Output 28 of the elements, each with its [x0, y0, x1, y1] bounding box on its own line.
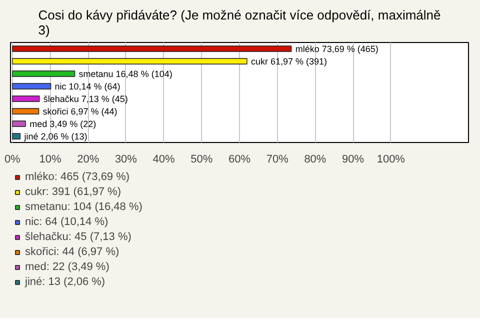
legend-label: jiné: 13 (2,06 %) — [25, 275, 106, 289]
x-tick-label: 40% — [152, 154, 176, 166]
x-tick-label: 50% — [190, 154, 213, 166]
data-label: smetanu 16,48 % (104) — [78, 68, 172, 79]
x-tick-label: 10% — [39, 154, 62, 166]
x-tick-label: 20% — [77, 154, 100, 166]
data-label: šlehačku 7,13 % (45) — [43, 94, 128, 104]
data-label: cukr 61,97 % (391) — [250, 56, 328, 66]
legend-label: smetanu: 104 (16,48 %) — [25, 200, 142, 214]
x-tick-label: 30% — [114, 154, 138, 166]
data-label: jiné 2,06 % (13) — [23, 131, 88, 142]
legend-label: med: 22 (3,49 %) — [25, 260, 110, 274]
x-tick-label: 60% — [228, 154, 251, 166]
data-label: skořici 6,97 % (44) — [42, 106, 118, 116]
x-tick-label: 100% — [376, 154, 406, 166]
data-label: med 3,49 % (22) — [30, 118, 96, 129]
data-label: mléko 73,69 % (465) — [295, 44, 378, 54]
x-tick-label: 70% — [266, 154, 289, 166]
legend-label: cukr: 391 (61,97 %) — [25, 185, 121, 199]
legend-label: mléko: 465 (73,69 %) — [25, 170, 130, 184]
legend-label: nic: 64 (10,14 %) — [25, 215, 108, 229]
x-tick-label: 80% — [304, 154, 326, 166]
legend-label: šlehačku: 45 (7,13 %) — [25, 230, 132, 244]
legend-label: skořici: 44 (6,97 %) — [25, 245, 120, 259]
data-label: nic 10,14 % (64) — [54, 81, 120, 92]
chart-title: Cosi do kávy přidáváte? (Je možné označit více odpovědí, maximálně 3) — [38, 8, 441, 38]
x-tick-label: 90% — [342, 154, 364, 166]
x-tick-label: 0% — [4, 154, 21, 166]
